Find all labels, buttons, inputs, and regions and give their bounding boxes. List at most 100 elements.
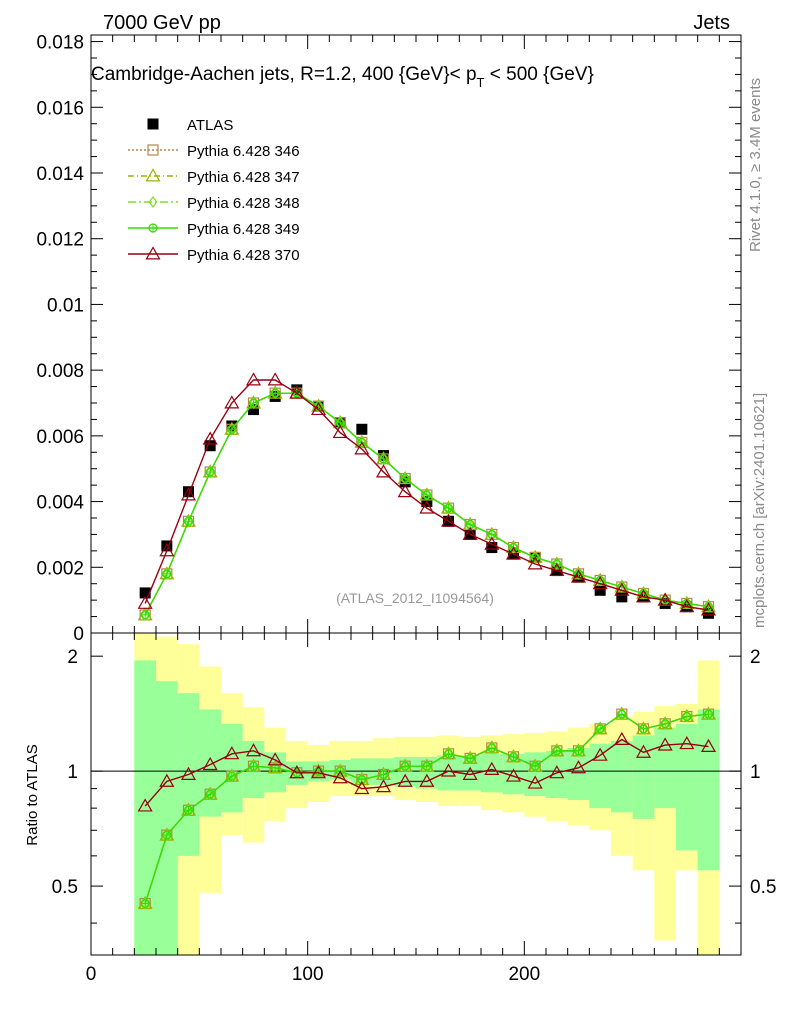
ratio-point-p370 <box>484 761 500 775</box>
point-atlas <box>204 440 216 452</box>
ratio-point-p349-cross <box>661 719 670 728</box>
point-p348 <box>270 387 280 400</box>
ratio-point-p349-cross <box>639 724 648 733</box>
ratio-point-p349 <box>465 753 475 763</box>
point-p349-cross <box>249 399 258 407</box>
point-p348 <box>140 608 150 621</box>
legend-item-p370: Pythia 6.428 370 <box>128 246 300 264</box>
ratio-band-green <box>546 750 568 799</box>
legend-marker <box>147 144 159 156</box>
legend-marker <box>145 246 161 260</box>
ratio-band-green <box>459 755 481 791</box>
ratio-point-p370 <box>679 735 695 750</box>
ratio-point-p370 <box>310 765 327 779</box>
mcplots-label: mcplots.cern.ch [arXiv:2401.10621] <box>751 393 768 628</box>
point-p370 <box>267 372 283 386</box>
legend-label: Pythia 6.428 349 <box>187 221 300 238</box>
ratio-point-p370 <box>657 737 673 751</box>
ratio-point-p349-cross <box>617 710 626 719</box>
ratio-point-p349 <box>552 746 562 756</box>
point-p349 <box>227 424 237 434</box>
ratio-point-p349 <box>487 743 497 753</box>
point-atlas <box>161 540 173 552</box>
ratio-point-p348 <box>400 760 410 773</box>
main-title: Cambridge-Aachen jets, R=1.2, 400 {GeV}<… <box>91 64 594 90</box>
ratio-point-p349 <box>422 761 432 771</box>
main-ytick-label: 0.008 <box>36 361 84 382</box>
ratio-point-p348 <box>552 744 562 757</box>
point-p370 <box>397 484 413 498</box>
ratio-point-p370 <box>635 744 652 758</box>
point-p349 <box>270 388 280 398</box>
point-p349-cross <box>271 389 280 398</box>
point-p348 <box>184 515 193 528</box>
main-ytick-label: 0.014 <box>36 164 84 185</box>
ratio-point-p370 <box>245 743 262 757</box>
legend-marker <box>145 168 161 182</box>
point-p349-cross <box>444 504 453 513</box>
point-p370 <box>592 576 608 590</box>
point-p348 <box>682 597 692 610</box>
point-p370 <box>159 543 175 557</box>
point-p349 <box>248 398 259 408</box>
point-p370 <box>289 385 305 399</box>
ratio-point-p349 <box>682 711 692 722</box>
ratio-point-p348 <box>140 897 150 910</box>
legend-label: Pythia 6.428 346 <box>187 143 300 160</box>
legend-label: Pythia 6.428 370 <box>187 247 300 264</box>
ratio-point-p370 <box>159 773 175 787</box>
point-p349-cross <box>379 454 388 463</box>
ratio-point-p349-cross <box>206 790 215 799</box>
ratio-point-p370 <box>614 731 630 745</box>
ratio-point-p370 <box>332 770 348 784</box>
ratio-band-green <box>611 740 633 813</box>
ratio-point-p348 <box>487 741 497 754</box>
ratio-point-p349 <box>617 709 627 719</box>
point-p348 <box>704 600 713 613</box>
ratio-y-axis: 0.5 0.5 1 1 2 2 <box>52 647 776 924</box>
legend-item-p349: Pythia 6.428 349 <box>128 221 300 238</box>
legend-item-p348: Pythia 6.428 348 <box>128 195 300 212</box>
ratio-point-p370 <box>505 768 522 782</box>
ratio-point-p349-cross <box>379 770 388 779</box>
x-tick-label: 100 <box>292 964 324 985</box>
ratio-point-p349-cross <box>552 746 561 755</box>
ratio-point-p370 <box>224 746 240 760</box>
ratio-ytick-label-right: 1 <box>750 762 761 783</box>
ratio-point-p370 <box>419 773 435 787</box>
legend: ATLAS Pythia 6.428 346 Pythia 6.428 347 Pyt… <box>128 117 300 264</box>
point-p370 <box>549 562 565 577</box>
main-ytick-label: 0.012 <box>36 230 84 251</box>
point-p370 <box>419 500 435 514</box>
point-atlas <box>183 486 194 498</box>
ratio-point-p349 <box>703 709 714 719</box>
ratio-point-p370 <box>397 773 413 787</box>
ratio-band-green <box>502 753 525 795</box>
point-p349 <box>378 454 389 464</box>
ratio-band-green <box>697 709 720 871</box>
main-ytick-label: 0.016 <box>36 98 84 119</box>
ratio-ytick-label-left: 2 <box>67 647 78 668</box>
main-ytick-label: 0.006 <box>36 427 84 448</box>
ratio-point-p349-cross <box>444 749 453 758</box>
ratio-point-p370 <box>527 775 543 789</box>
point-p348 <box>162 567 172 580</box>
point-p370 <box>484 536 500 550</box>
ratio-band-green <box>481 753 503 793</box>
legend-item-p346: Pythia 6.428 346 <box>128 143 300 160</box>
ratio-point-p370 <box>202 756 218 771</box>
point-p370 <box>505 546 522 560</box>
ratio-point-p348 <box>704 708 713 721</box>
point-p370 <box>375 464 392 478</box>
ratio-point-p349 <box>162 830 172 840</box>
point-atlas <box>703 607 714 619</box>
header-left: 7000 GeV pp <box>103 12 221 34</box>
ratio-point-p348 <box>249 760 258 773</box>
point-p370 <box>570 569 587 583</box>
ratio-point-p348 <box>444 747 453 760</box>
ratio-point-p370 <box>137 798 153 812</box>
point-atlas <box>248 404 259 416</box>
point-p349 <box>422 490 432 500</box>
ratio-point-p349-cross <box>574 746 583 755</box>
point-p349-cross <box>227 425 236 434</box>
